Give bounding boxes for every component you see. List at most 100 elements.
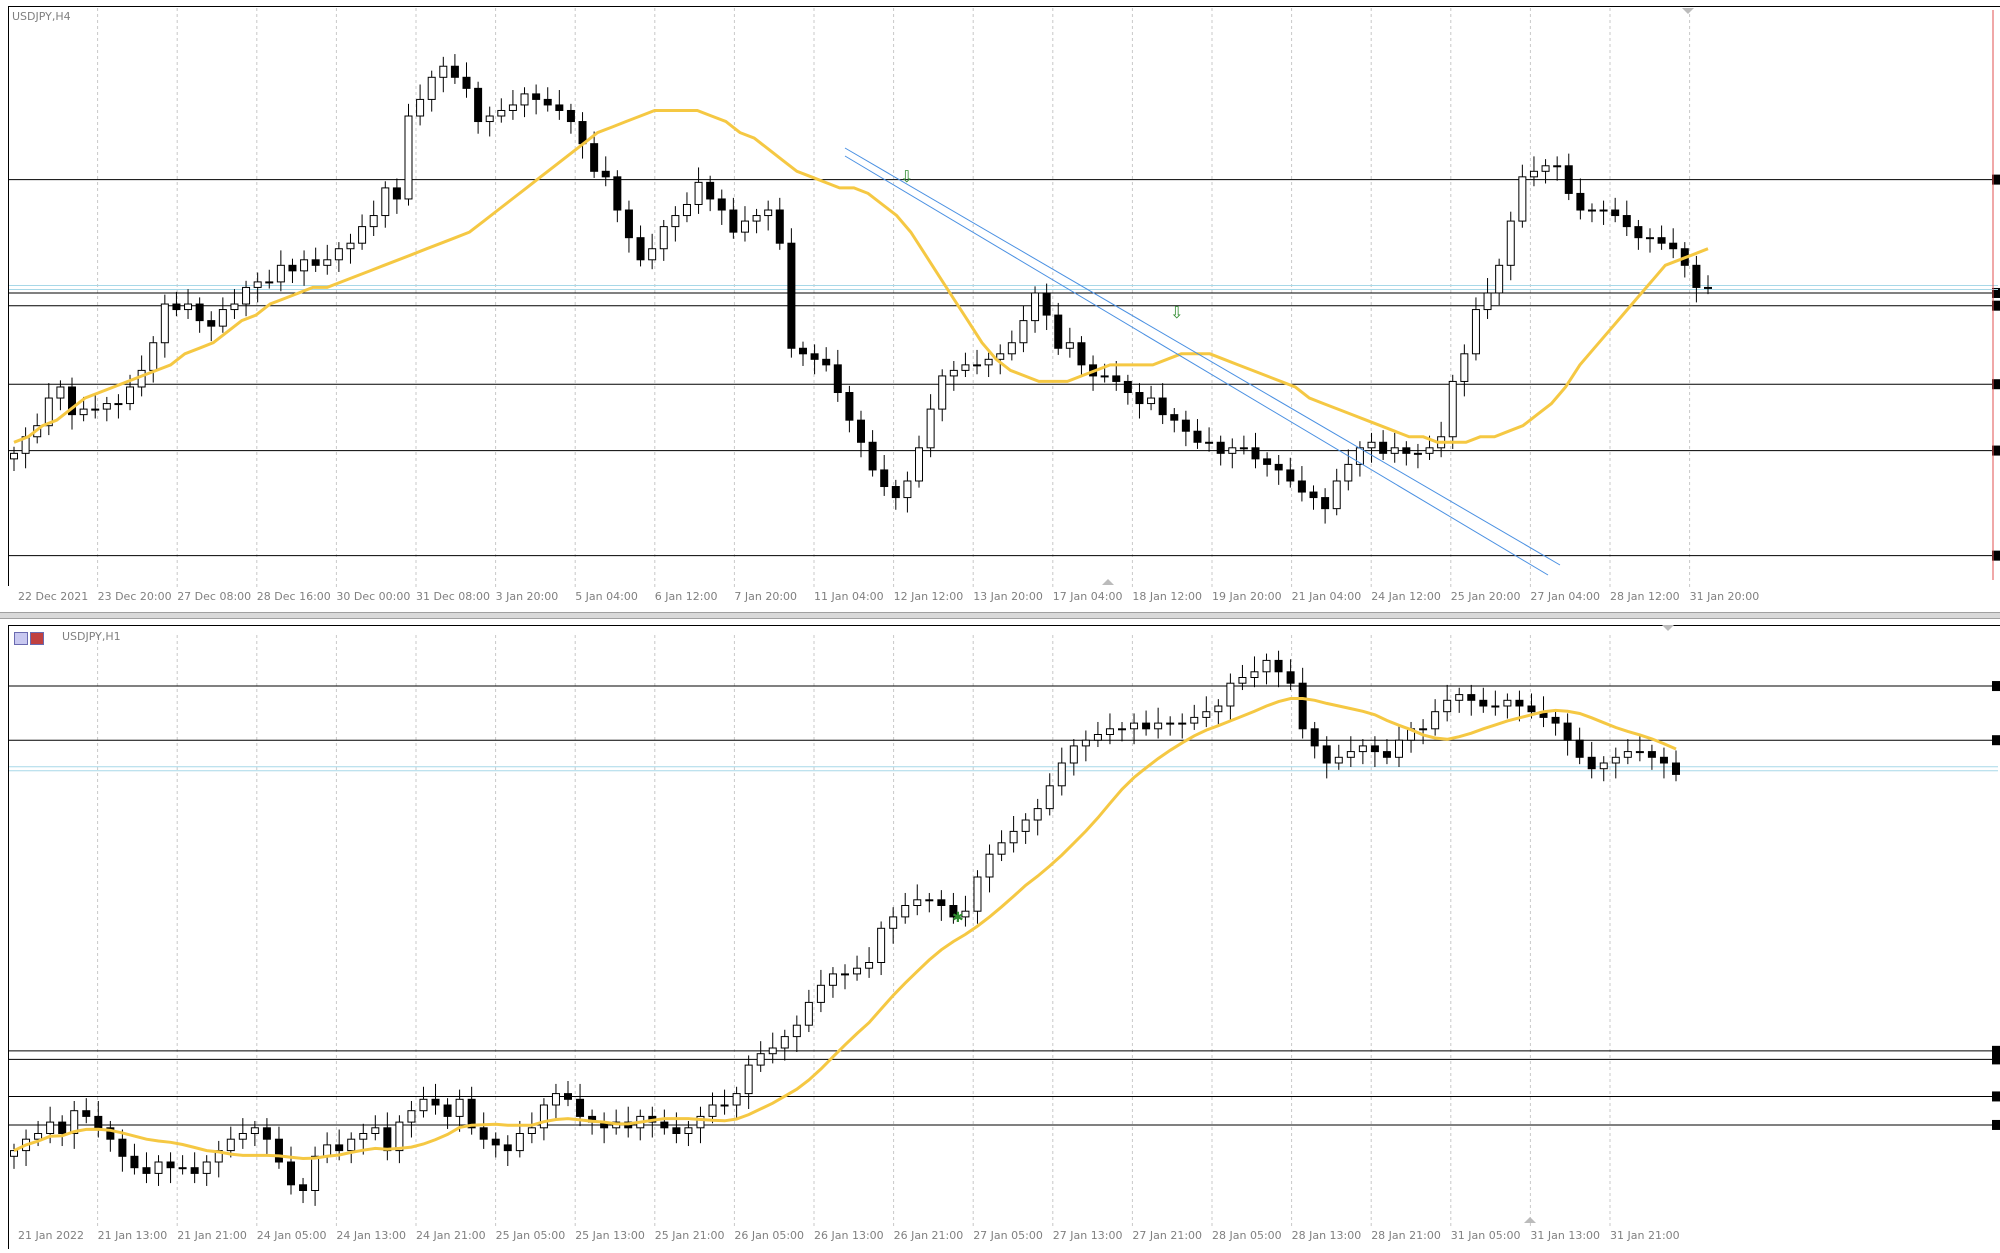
h4-candle-body: [1158, 397, 1167, 416]
h1-x-tick-label: 24 Jan 13:00: [336, 1229, 406, 1242]
h4-candle-body: [1622, 215, 1631, 228]
h1-candle-body: [1563, 722, 1572, 741]
h4-x-tick-label: 5 Jan 04:00: [575, 590, 638, 603]
h1-candle-body: [1274, 659, 1283, 673]
h1-shift-marker-icon: [1662, 625, 1674, 631]
h1-candle-body: [1431, 711, 1440, 730]
h4-candle-body: [775, 209, 784, 244]
h1-candle-body: [1382, 751, 1391, 758]
h1-candle-body: [1647, 751, 1656, 758]
h4-x-tick-label: 18 Jan 12:00: [1132, 590, 1202, 603]
h4-candle-body: [300, 259, 309, 272]
h4-candle-body: [1239, 447, 1248, 450]
h4-candle-body: [682, 203, 691, 217]
h4-x-tick-label: 13 Jan 20:00: [973, 590, 1043, 603]
h1-candle-body: [1599, 762, 1608, 770]
h1-candle-body: [780, 1036, 789, 1049]
panel-separator[interactable]: [0, 612, 2000, 619]
h1-candle-body: [841, 973, 849, 976]
h4-candle-body: [242, 286, 251, 305]
h4-candle-body: [543, 98, 552, 106]
h1-candle-body: [913, 899, 922, 906]
h4-candle-body: [1495, 264, 1504, 294]
h4-candle-body: [1112, 375, 1121, 382]
h4-candle-body: [1135, 392, 1144, 405]
h1-candle-body: [202, 1161, 211, 1174]
h4-candle-body: [1147, 397, 1156, 405]
h4-x-tick-label: 21 Jan 04:00: [1292, 590, 1362, 603]
h4-candle-body: [1529, 170, 1538, 178]
h4-chart-panel[interactable]: 22 Dec 2021 23 Dec 20:00 27 Dec 08:00 28 De…: [0, 0, 2000, 614]
h1-level-price-marker: [1992, 735, 2000, 746]
h1-candle-body: [1310, 728, 1319, 747]
h1-candle-body: [130, 1155, 139, 1169]
h4-level-price-marker: [1992, 300, 2000, 311]
h1-candle-body: [34, 1133, 43, 1140]
h1-x-tick-label: 27 Jan 05:00: [973, 1229, 1043, 1242]
h4-symbol-label: USDJPY,H4: [12, 10, 71, 23]
h4-candle-body: [1460, 353, 1469, 382]
h4-candle-body: [334, 248, 343, 261]
h4-candle-body: [1587, 209, 1596, 212]
h1-candle-body: [985, 853, 994, 878]
h4-x-tick-label: 17 Jan 04:00: [1053, 590, 1123, 603]
h4-candle-body: [1054, 314, 1063, 349]
h1-candle-body: [720, 1104, 729, 1107]
h1-chart-panel[interactable]: 21 Jan 2022 21 Jan 13:00 21 Jan 21:00 24 Ja…: [0, 619, 2000, 1253]
h4-candle-body: [1390, 447, 1399, 454]
h1-candle-body: [347, 1138, 356, 1152]
h4-candle-body: [207, 320, 216, 327]
window-icons[interactable]: [14, 630, 54, 645]
h4-candle-body: [508, 104, 517, 111]
h4-x-tick-label: 24 Jan 12:00: [1371, 590, 1441, 603]
h4-period-marker-icon: [1102, 579, 1114, 585]
h1-candle-body: [359, 1133, 368, 1140]
h1-candle-body: [527, 1127, 536, 1134]
h4-candle-body: [1181, 419, 1190, 432]
down-arrow-icon: ⇩: [1170, 303, 1183, 322]
h4-candle-body: [845, 392, 854, 421]
h1-candle-body: [564, 1093, 572, 1100]
h4-candle-body: [1599, 209, 1608, 212]
h1-x-tick-label: 25 Jan 05:00: [496, 1229, 566, 1242]
h1-candle-body: [937, 899, 946, 906]
h1-candle-body: [238, 1133, 247, 1140]
h4-candle-body: [1100, 375, 1109, 378]
h4-x-tick-label: 22 Dec 2021: [18, 590, 88, 603]
h4-candle-body: [938, 375, 947, 410]
h1-candle-body: [889, 916, 898, 929]
h1-candle-body: [1358, 745, 1367, 753]
h1-candle-body: [94, 1115, 103, 1129]
h1-chart-canvas[interactable]: 21 Jan 2022 21 Jan 13:00 21 Jan 21:00 24 Ja…: [0, 619, 2000, 1253]
h1-candle-body: [1286, 671, 1295, 684]
h1-candle-body: [1154, 722, 1163, 730]
h4-chart-canvas[interactable]: 22 Dec 2021 23 Dec 20:00 27 Dec 08:00 28 De…: [0, 0, 2000, 612]
h1-candle-body: [1635, 751, 1644, 754]
h1-candle-body: [395, 1121, 404, 1152]
h1-x-tick-label: 28 Jan 21:00: [1371, 1229, 1441, 1242]
h4-candle-body: [961, 364, 970, 371]
h1-candle-body: [1093, 734, 1102, 741]
h4-candle-body: [1576, 192, 1585, 211]
h4-candle-body: [1216, 441, 1225, 454]
h1-candle-body: [1033, 808, 1042, 821]
h4-candle-body: [880, 469, 889, 488]
h1-candle-body: [46, 1121, 55, 1135]
h4-x-tick-label: 7 Jan 20:00: [734, 590, 797, 603]
h4-candle-body: [1471, 309, 1480, 355]
h1-candle-body: [82, 1110, 91, 1117]
h4-candle-body: [1228, 447, 1237, 454]
h4-candle-body: [1425, 447, 1434, 454]
h4-candle-body: [648, 248, 657, 261]
h1-x-tick-label: 27 Jan 13:00: [1053, 1229, 1123, 1242]
h4-candle-body: [184, 303, 193, 311]
h1-candle-body: [1455, 694, 1464, 701]
h1-candle-body: [1527, 705, 1536, 713]
h4-candle-body: [903, 480, 912, 499]
h1-candle-body: [1659, 756, 1668, 764]
h1-x-tick-label: 28 Jan 05:00: [1212, 1229, 1282, 1242]
h4-candle-body: [1077, 342, 1086, 366]
h4-candle-body: [1263, 458, 1272, 465]
h4-candle-body: [624, 209, 633, 239]
h4-candle-body: [485, 115, 494, 123]
